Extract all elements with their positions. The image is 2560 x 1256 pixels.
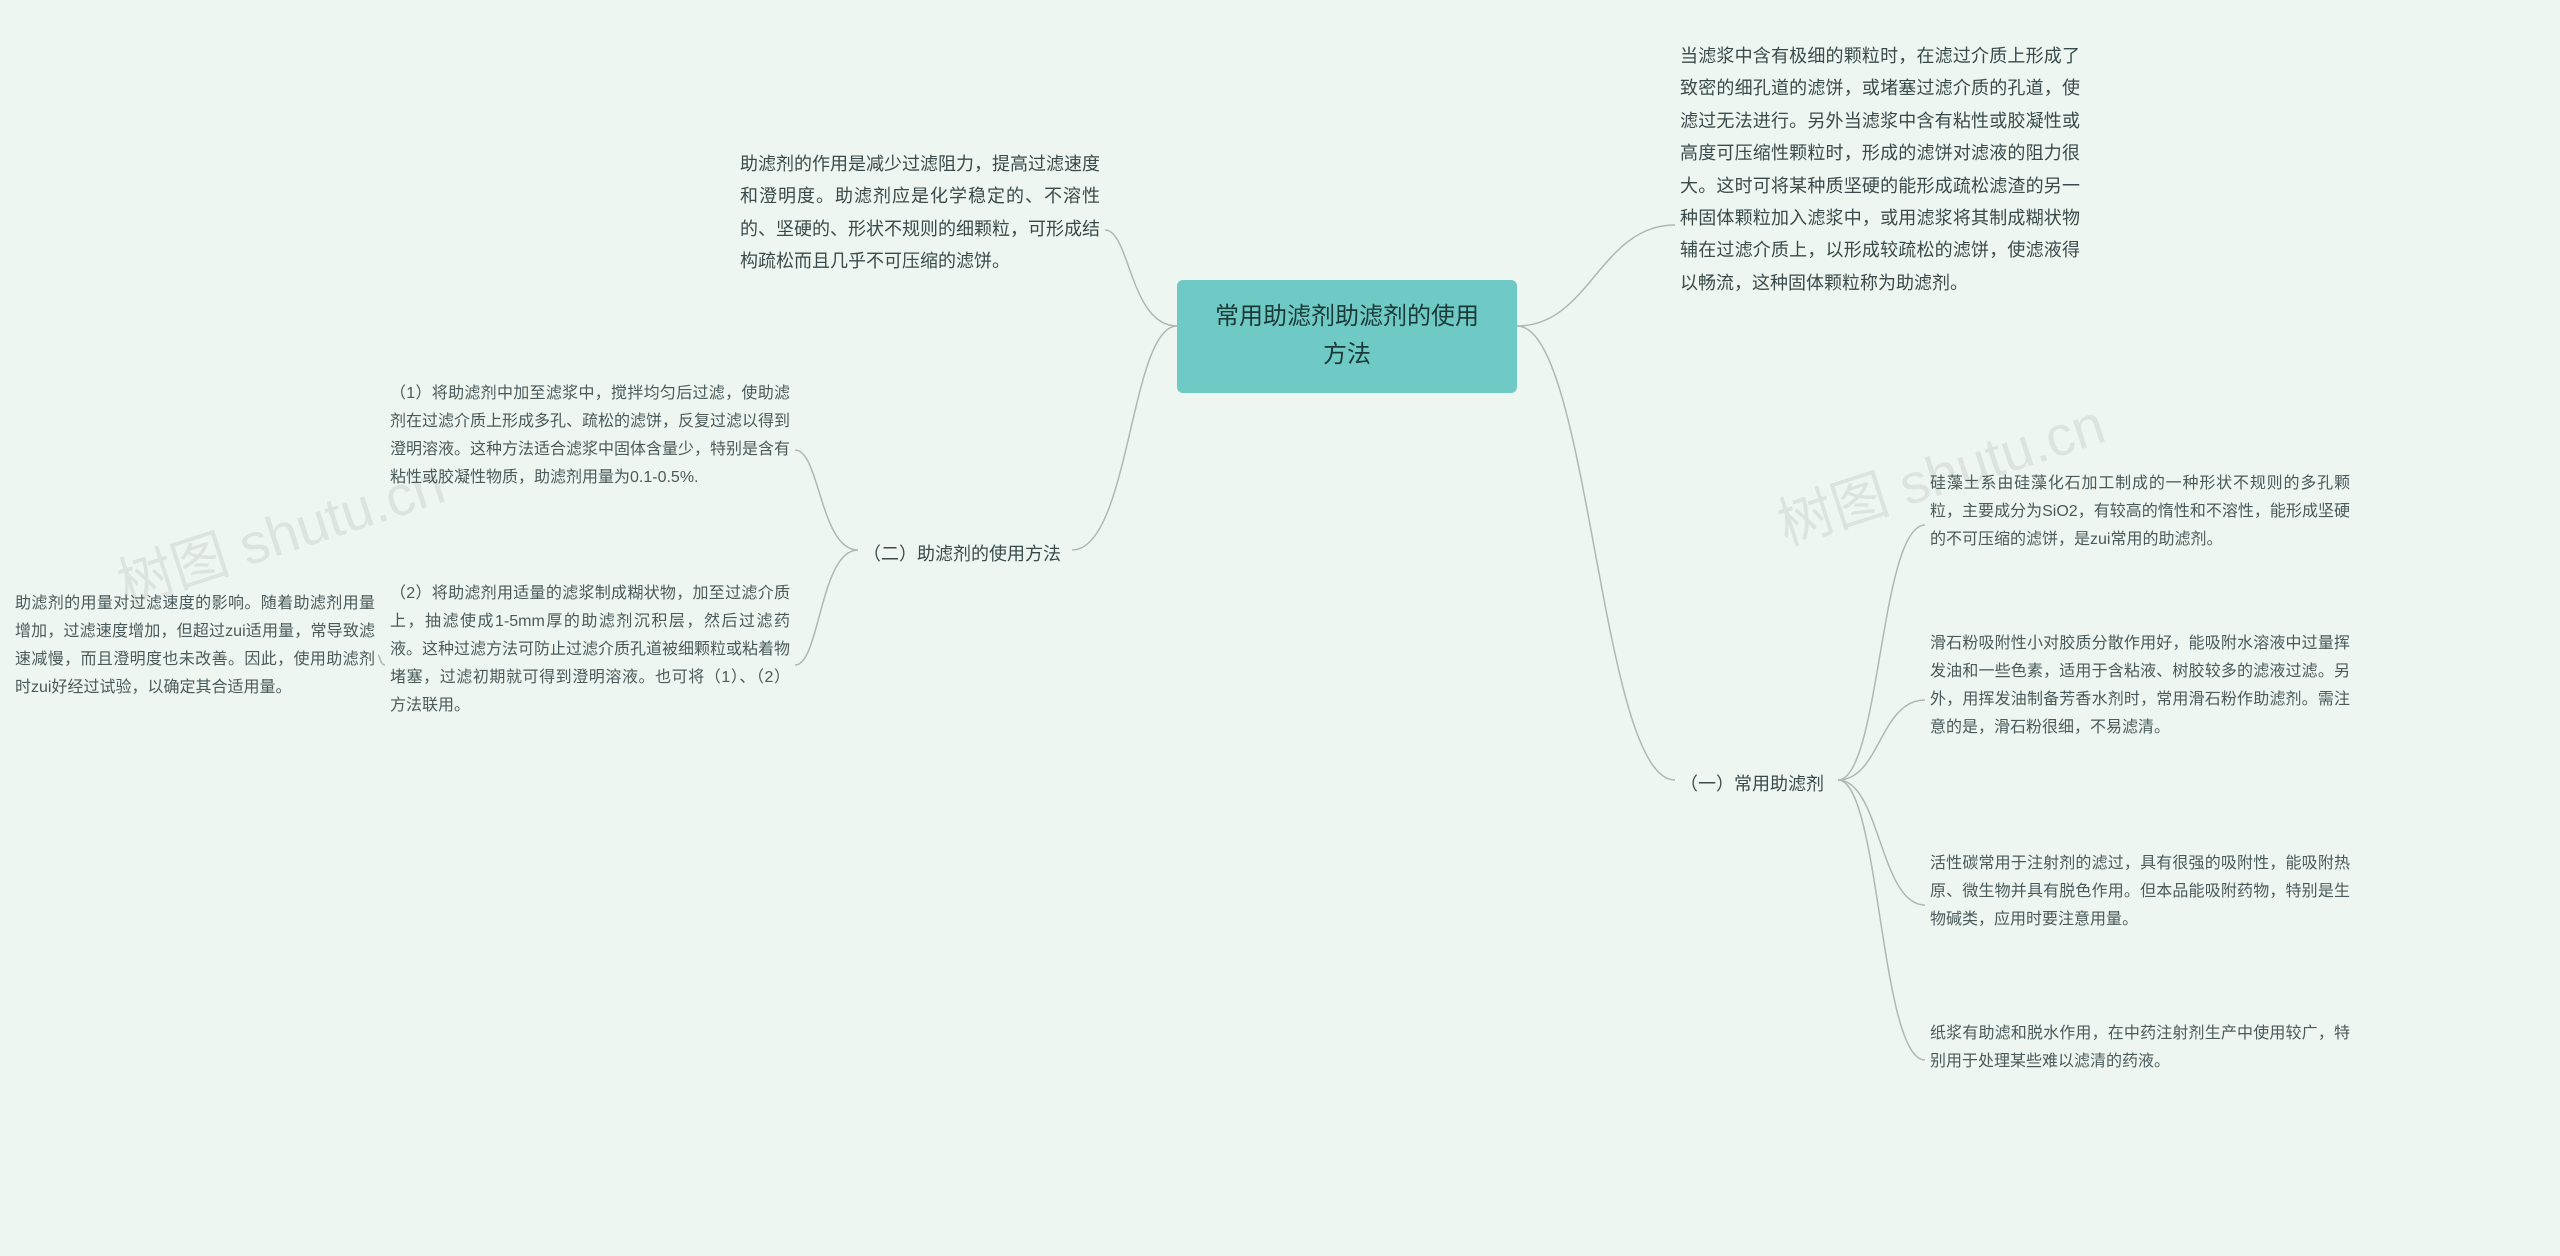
- branch-1-child-2: 滑石粉吸附性小对胶质分散作用好，能吸附水溶液中过量挥发油和一些色素，适用于含粘液…: [1930, 630, 2350, 742]
- root-title-line1: 常用助滤剂助滤剂的使用: [1213, 298, 1481, 336]
- branch-2-child-2: （2）将助滤剂用适量的滤浆制成糊状物，加至过滤介质上，抽滤使成1-5mm厚的助滤…: [390, 580, 790, 720]
- branch-1-child-3: 活性碳常用于注射剂的滤过，具有很强的吸附性，能吸附热原、微生物并具有脱色作用。但…: [1930, 850, 2350, 934]
- branch-1-child-4: 纸浆有助滤和脱水作用，在中药注射剂生产中使用较广，特别用于处理某些难以滤清的药液…: [1930, 1020, 2350, 1076]
- branch-2-child-1: （1）将助滤剂中加至滤浆中，搅拌均匀后过滤，使助滤剂在过滤介质上形成多孔、疏松的…: [390, 380, 790, 492]
- branch-1-child-1: 硅藻土系由硅藻化石加工制成的一种形状不规则的多孔颗粒，主要成分为SiO2，有较高…: [1930, 470, 2350, 554]
- left-note-text: 助滤剂的用量对过滤速度的影响。随着助滤剂用量增加，过滤速度增加，但超过zui适用…: [15, 590, 375, 702]
- root-title-line2: 方法: [1213, 336, 1481, 374]
- left-intro-text: 助滤剂的作用是减少过滤阻力，提高过滤速度和澄明度。助滤剂应是化学稳定的、不溶性的…: [740, 148, 1100, 278]
- branch-2-label: （二）助滤剂的使用方法: [863, 540, 1061, 566]
- branch-1-label: （一）常用助滤剂: [1680, 770, 1824, 796]
- right-intro-text: 当滤浆中含有极细的颗粒时，在滤过介质上形成了致密的细孔道的滤饼，或堵塞过滤介质的…: [1680, 40, 2080, 299]
- mindmap-root: 常用助滤剂助滤剂的使用 方法: [1177, 280, 1517, 393]
